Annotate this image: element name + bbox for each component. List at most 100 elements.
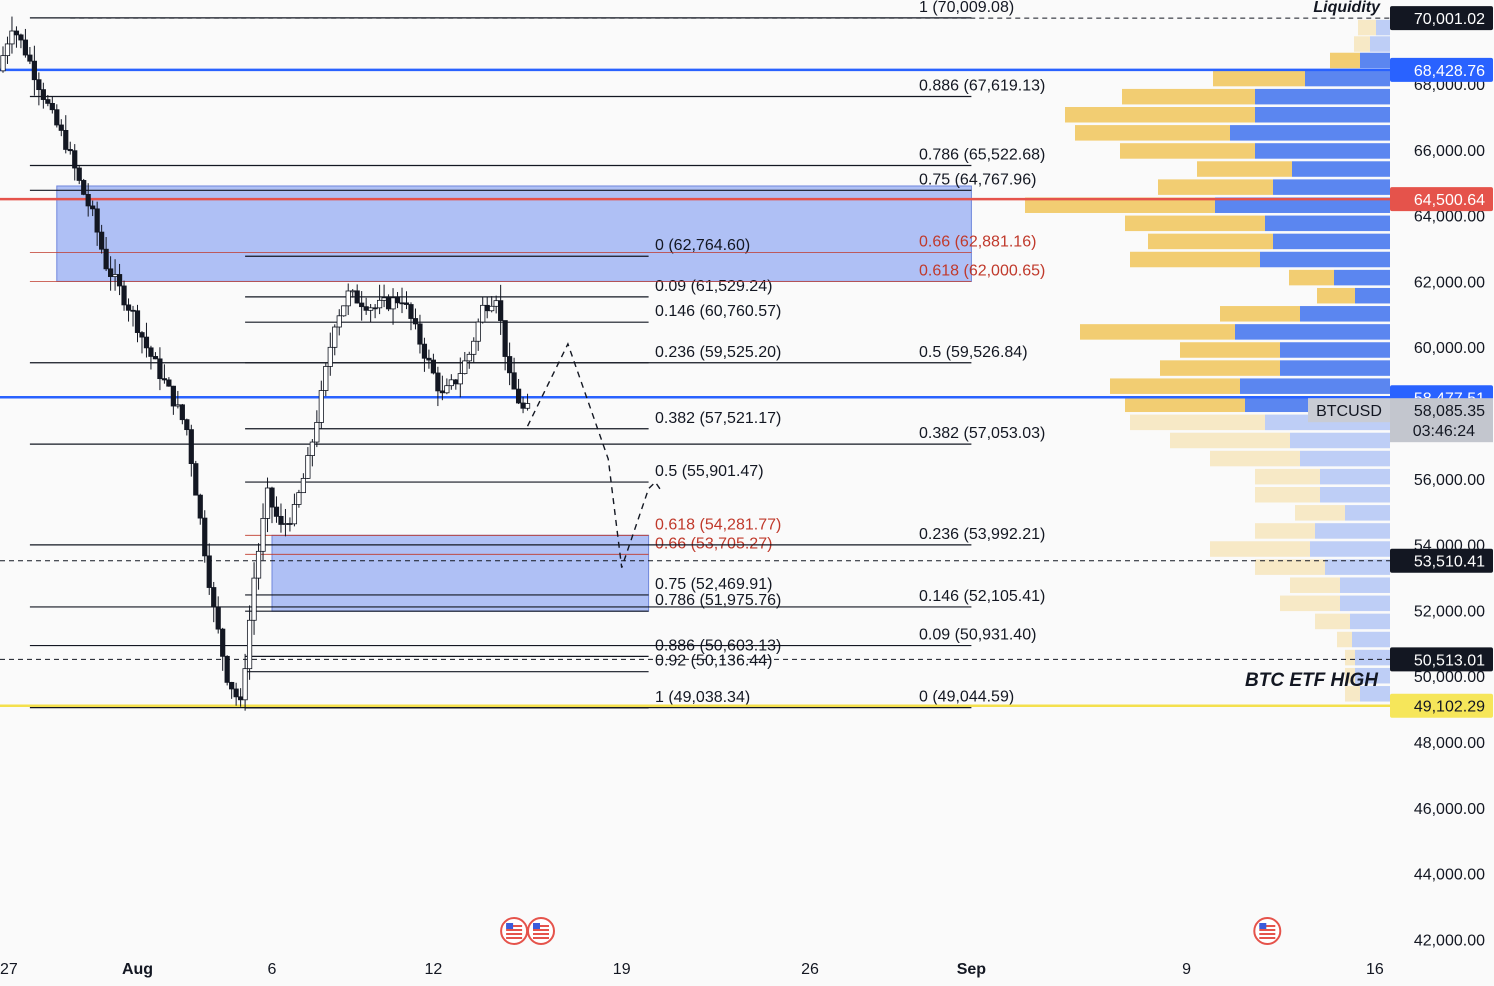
volume-sell-bar (1320, 487, 1390, 503)
volume-buy-bar (1025, 197, 1215, 213)
fib-left-level-label: 0.786 (51,975.76) (655, 592, 781, 609)
symbol-tag-label: BTCUSD (1316, 403, 1382, 420)
annotations-layer: BTC ETF HIGH (1245, 670, 1379, 691)
candle-body (341, 305, 347, 317)
candle-body (112, 274, 118, 277)
y-tick-label: 64,000.00 (1414, 209, 1485, 226)
volume-sell-bar (1305, 70, 1390, 87)
event-markers[interactable] (500, 917, 1282, 945)
candle-body (166, 379, 172, 387)
candle-body (363, 306, 369, 311)
volume-buy-bar (1110, 378, 1240, 394)
candle-body (27, 54, 33, 62)
price-tag: 68,428.76 (1390, 57, 1493, 82)
candle-body (108, 268, 114, 277)
candle-body (36, 79, 42, 91)
zone-box-0 (56, 185, 972, 282)
volume-buy-bar (1337, 631, 1352, 648)
flag-stripe (506, 925, 523, 927)
candle-body (81, 180, 87, 195)
candle-body (18, 34, 24, 41)
candle-body (206, 555, 212, 588)
candle-body (85, 194, 91, 207)
y-tick-label: 48,000.00 (1414, 735, 1485, 752)
candle-body (40, 89, 46, 100)
flag-stripe (533, 929, 549, 931)
candle-body (390, 297, 396, 310)
candle-body (54, 109, 60, 126)
volume-buy-bar (1345, 686, 1360, 702)
volume-sell-bar (1334, 269, 1390, 286)
flag-canton (1259, 923, 1267, 929)
volume-sell-bar (1370, 36, 1390, 52)
price-tag: 49,102.29 (1390, 693, 1493, 718)
volume-sell-bar (1360, 52, 1390, 69)
volume-buy-bar (1213, 70, 1305, 87)
candle-body (484, 304, 490, 312)
volume-sell-bar (1290, 432, 1390, 449)
fib-left-level-label: 0.618 (54,281.77) (655, 516, 781, 533)
fib-left-level-label: 0.75 (52,469.91) (655, 576, 772, 593)
y-tick-label: 52,000.00 (1414, 603, 1485, 620)
candle-body (202, 517, 208, 557)
candle-body (278, 515, 284, 525)
fib-right-level-label: 0.5 (59,526.84) (919, 344, 1028, 361)
candle-body (45, 99, 51, 104)
current-price-bg (1390, 398, 1493, 443)
x-tick-label: 12 (425, 961, 443, 978)
candle-body (76, 167, 82, 181)
candle-body (309, 441, 315, 456)
volume-buy-bar (1354, 36, 1370, 52)
volume-buy-bar (1255, 487, 1320, 503)
x-tick-label: 9 (1182, 961, 1191, 978)
candle-body (305, 455, 311, 479)
candle-body (273, 506, 280, 517)
candle-body (220, 628, 226, 657)
volume-buy-bar (1255, 559, 1325, 575)
volume-buy-bar (1330, 52, 1360, 69)
candle-body (67, 149, 73, 152)
flag-stripe (1259, 925, 1276, 927)
x-tick-label: 19 (613, 961, 631, 978)
volume-buy-bar (1148, 233, 1273, 250)
volume-buy-bar (1317, 287, 1355, 304)
volume-sell-bar (1273, 233, 1390, 250)
candle-body (233, 688, 239, 698)
candle-body (103, 248, 109, 270)
candle-body (197, 494, 203, 519)
candle-body (403, 302, 410, 305)
price-tag: 64,500.64 (1390, 187, 1493, 212)
fibonacci-layer: 0 (62,764.60) 0.09 (61,529.24) 0.146 (60,7… (29, 0, 1045, 709)
volume-sell-bar (1350, 613, 1390, 630)
volume-sell-bar (1230, 125, 1390, 141)
candle-body (507, 356, 513, 374)
annotation-label: BTC ETF HIGH (1245, 670, 1379, 691)
candle-body (4, 43, 11, 57)
us-flag-icon[interactable] (500, 917, 529, 945)
x-axis[interactable]: 27 Aug 6 12 19 26 Sep 9 16 (0, 961, 1384, 978)
volume-buy-bar (1158, 179, 1273, 195)
candle-body (300, 477, 306, 494)
volume-profile-title: Liquidity (1313, 0, 1381, 16)
price-tag: 53,510.41 (1390, 548, 1493, 573)
volume-buy-bar (1170, 432, 1290, 449)
us-flag-icon[interactable] (1253, 917, 1282, 945)
candle-body (394, 297, 401, 304)
fib-left-level-label: 0.236 (59,525.20) (655, 344, 781, 361)
candle-body (296, 492, 302, 505)
candle-body (0, 55, 6, 72)
zones-layer (56, 185, 972, 612)
volume-buy-bar (1295, 505, 1345, 521)
us-flag-icon[interactable] (527, 917, 555, 945)
countdown-label: 03:46:24 (1413, 423, 1475, 440)
candle-body (457, 373, 463, 385)
candle-body (399, 302, 405, 305)
candle-body (264, 487, 271, 519)
candle-body (385, 297, 392, 310)
projection-path (526, 342, 663, 568)
fib-right-level-label: 0.236 (53,992.21) (919, 526, 1045, 543)
price-tag-bg (1390, 6, 1493, 31)
fib-right-level-label: 0 (49,044.59) (919, 689, 1014, 706)
fib-left-level-label: 0.66 (53,705.27) (655, 535, 772, 552)
